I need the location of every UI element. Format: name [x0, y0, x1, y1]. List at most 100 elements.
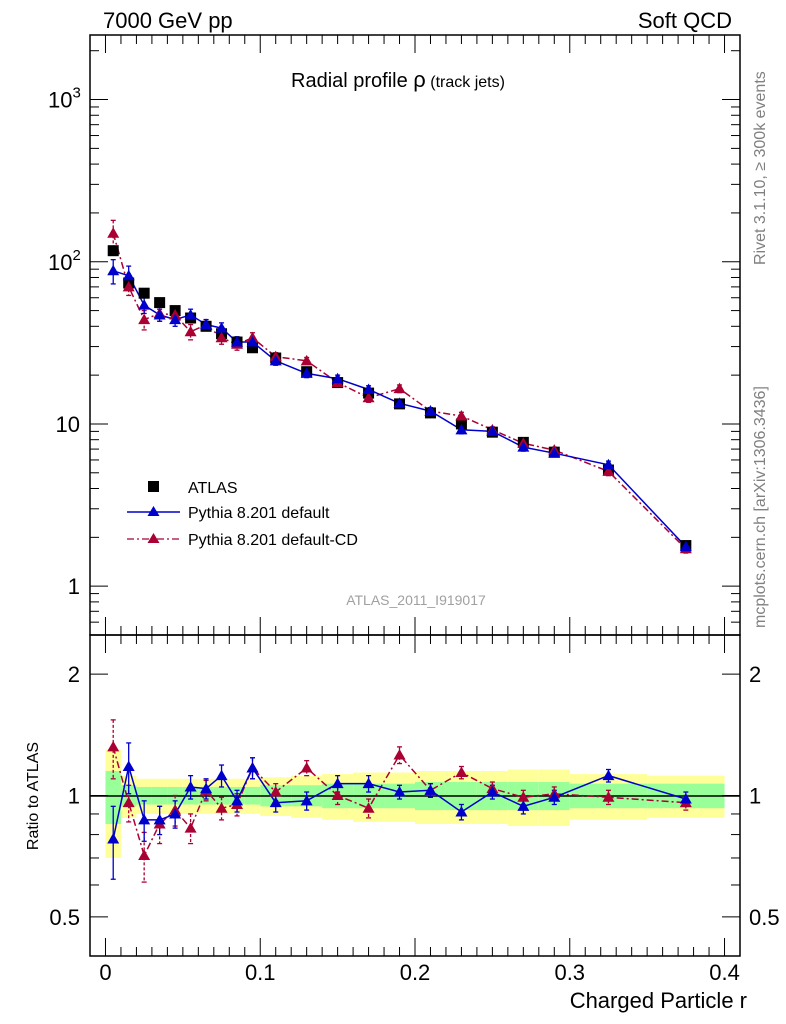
ratio-pythia-default-point	[269, 796, 282, 808]
legend-atlas-label: ATLAS	[188, 480, 238, 497]
mcplots-label: mcplots.cern.ch [arXiv:1306.3436]	[752, 386, 769, 628]
xtick-label: 0.2	[400, 960, 431, 985]
ratio-pythia-default-point	[362, 777, 375, 789]
ratio-pythia-default-point	[679, 793, 692, 804]
xtick-label: 0.3	[554, 960, 585, 985]
xtick-label: 0.4	[709, 960, 740, 985]
main-markers	[107, 219, 692, 554]
ratio-pythia-cd-point	[602, 791, 615, 802]
legend-item-pythia-default: Pythia 8.201 default	[127, 505, 330, 522]
ratio-ytick-label-right: 2	[749, 662, 761, 687]
ratio-pythia-cd-point	[107, 740, 120, 752]
ratio-frame	[89, 634, 741, 957]
legend-item-atlas: ATLAS	[148, 480, 238, 497]
xtick-label: 0.1	[245, 960, 276, 985]
ratio-pythia-default-point	[169, 807, 182, 819]
ratio-ytick-label-right: 1	[749, 784, 761, 809]
ratio-band-inner	[105, 771, 121, 824]
header-left: 7000 GeV pp	[103, 8, 233, 33]
legend-pythia-cd-label: Pythia 8.201 default-CD	[188, 532, 358, 549]
ratio-pythia-default-point	[246, 761, 259, 773]
ratio-pythia-default-point	[215, 769, 228, 781]
ratio-pythia-default-point	[602, 769, 615, 781]
pythia-default-point	[602, 458, 615, 470]
pythia-cd-point	[122, 280, 135, 292]
ratio-ytick-label-right: 0.5	[749, 905, 780, 930]
pythia-default-point	[246, 336, 259, 347]
legend-item-pythia-cd: Pythia 8.201 default-CD	[127, 532, 358, 549]
pythia-cd-point	[184, 325, 197, 337]
pythia-default-point	[393, 397, 406, 408]
main-curves	[112, 232, 687, 550]
ratio-bands	[105, 749, 725, 858]
pythia-default-point	[215, 322, 228, 333]
ratio-pythia-default-point	[153, 813, 166, 825]
ratio-pythia-cd-point	[215, 802, 228, 813]
ratio-pythia-default-point	[138, 813, 151, 825]
pythia-default-point	[362, 383, 375, 395]
ratio-pythia-default-point	[455, 806, 468, 817]
main-ytick-label: 102	[48, 247, 81, 275]
legend-atlas-marker	[148, 481, 159, 492]
main-ytick-label: 103	[48, 85, 81, 113]
ratio-axes: 0.5 0.5 1 1 2 2 0 0.1 0.2 0.3 0.4	[49, 635, 780, 985]
atlas-point	[107, 245, 119, 257]
ratio-pythia-default-point	[300, 794, 313, 806]
legend-pythia-default-marker	[147, 506, 160, 516]
ratio-pythia-cd-point	[184, 822, 197, 833]
ratio-ylabel: Ratio to ATLAS	[25, 742, 42, 850]
main-ytick-label: 10	[56, 412, 80, 437]
pythia-cd-point	[455, 409, 468, 421]
main-axes: 1 10 102 103	[48, 35, 740, 636]
ratio-pythia-cd-point	[138, 849, 151, 860]
pythia-default-point	[486, 425, 499, 436]
ratio-plot: 0.5 0.5 1 1 2 2 0 0.1 0.2 0.3 0.4 Ratio to ATLAS C…	[25, 634, 780, 1013]
ratio-pythia-default-point	[231, 794, 244, 806]
ratio-pythia-default-point	[200, 782, 213, 794]
ratio-ytick-label: 1	[68, 784, 80, 809]
ratio-pythia-default-point	[486, 786, 499, 797]
rivet-label: Rivet 3.1.10, ≥ 300k events	[752, 71, 769, 265]
ratio-pythia-cd-point	[517, 791, 530, 802]
pythia-cd-point	[300, 354, 313, 366]
atlas-point	[138, 287, 150, 299]
ratio-pythia-cd-point	[331, 789, 344, 800]
pythia-default-point	[107, 264, 120, 276]
pythia-default-point	[548, 447, 561, 458]
pythia-cd-point	[602, 465, 615, 476]
legend-pythia-cd-marker	[147, 533, 160, 543]
pythia-default-point	[153, 308, 166, 320]
legend-pythia-default-label: Pythia 8.201 default	[188, 505, 330, 522]
ratio-pythia-cd-point	[455, 766, 468, 778]
pythia-cd-point	[138, 313, 151, 325]
atlas-point	[154, 297, 166, 309]
pythia-default-point	[679, 540, 692, 552]
pythia-cd-point	[107, 227, 120, 238]
ratio-ytick-label: 0.5	[49, 905, 80, 930]
ratio-markers	[107, 719, 692, 883]
ratio-ytick-label: 2	[68, 662, 80, 687]
ratio-pythia-cd-point	[269, 786, 282, 797]
pythia-default-point	[455, 423, 468, 435]
pythia-default-point	[169, 313, 182, 325]
pythia-cd-line	[112, 232, 687, 550]
ratio-curves	[112, 746, 687, 858]
ratio-pythia-default-line	[112, 766, 687, 840]
ratio-pythia-default-point	[424, 784, 437, 795]
ratio-pythia-cd-point	[362, 802, 375, 813]
ratio-pythia-default-point	[517, 800, 530, 811]
ratio-pythia-default-point	[331, 777, 344, 789]
pythia-cd-point	[362, 391, 375, 403]
ratio-pythia-default-point	[393, 786, 406, 797]
ratio-pythia-cd-line	[112, 746, 686, 858]
x-axis-label: Charged Particle r	[570, 988, 747, 1013]
pythia-cd-point	[393, 382, 406, 394]
pythia-default-point	[300, 367, 313, 378]
pythia-default-point	[331, 372, 344, 384]
header-right: Soft QCD	[638, 8, 732, 33]
ratio-pythia-default-point	[184, 780, 197, 792]
pythia-cd-point	[215, 331, 228, 343]
chart-title: Radial profile ρ (track jets)	[291, 67, 505, 92]
ratio-pythia-default-point	[548, 791, 561, 802]
